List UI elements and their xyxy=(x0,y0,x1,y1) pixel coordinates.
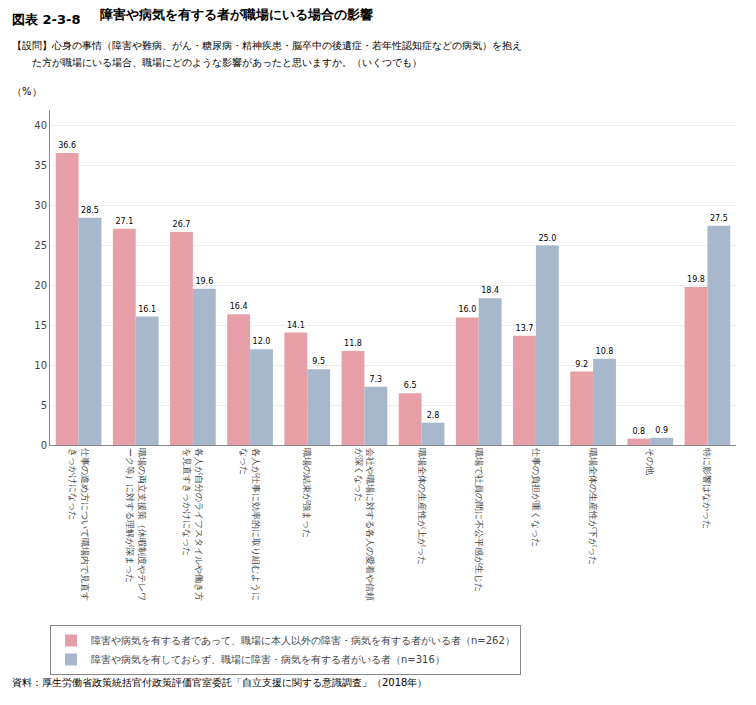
svg-text:26.7: 26.7 xyxy=(173,220,191,229)
svg-text:資料：厚生労働省政策統括官付政策評価官室委託「自立支援に関す: 資料：厚生労働省政策統括官付政策評価官室委託「自立支援に関する意識調査」（201… xyxy=(12,677,427,688)
svg-text:障害や病気を有する者が職場にいる場合の影響: 障害や病気を有する者が職場にいる場合の影響 xyxy=(100,7,373,22)
svg-text:27.1: 27.1 xyxy=(115,217,133,226)
svg-text:障害や病気を有する者であって、職場に本人以外の障害・病気を有: 障害や病気を有する者であって、職場に本人以外の障害・病気を有する者がいる者（n=… xyxy=(91,635,515,646)
svg-text:仕事の進め方について職場内で見直すきっかけになった: 仕事の進め方について職場内で見直すきっかけになった xyxy=(68,448,90,601)
svg-text:た方が職場にいる場合、職場にどのような影響があったと思います: た方が職場にいる場合、職場にどのような影響があったと思いますか。（いくつでも） xyxy=(12,57,422,68)
svg-text:職場全体の生産性が下がった: 職場全体の生産性が下がった xyxy=(588,448,598,565)
svg-text:36.6: 36.6 xyxy=(58,141,76,150)
svg-text:その他: その他 xyxy=(645,448,655,475)
svg-text:会社や職場に対する各人の愛着や信頼が深くなった: 会社や職場に対する各人の愛着や信頼が深くなった xyxy=(354,448,376,601)
svg-text:職場の結束が強まった: 職場の結束が強まった xyxy=(302,448,312,538)
svg-text:10: 10 xyxy=(34,360,47,371)
svg-text:28.5: 28.5 xyxy=(81,206,99,215)
svg-text:（%）: （%） xyxy=(12,86,42,97)
svg-text:13.7: 13.7 xyxy=(516,324,534,333)
svg-text:各人が自分のライフスタイルや働き方を見直すきっかけになった: 各人が自分のライフスタイルや働き方を見直すきっかけになった xyxy=(182,448,204,601)
svg-text:11.8: 11.8 xyxy=(344,339,362,348)
svg-text:図表 2-3-8: 図表 2-3-8 xyxy=(12,12,80,27)
svg-text:0.8: 0.8 xyxy=(632,427,645,436)
svg-text:16.0: 16.0 xyxy=(458,305,476,314)
svg-text:27.5: 27.5 xyxy=(710,214,728,223)
svg-text:12.0: 12.0 xyxy=(253,337,271,346)
svg-text:25.0: 25.0 xyxy=(538,234,556,243)
svg-text:5: 5 xyxy=(41,400,47,411)
svg-text:20: 20 xyxy=(34,280,47,291)
svg-text:35: 35 xyxy=(34,160,47,171)
svg-text:0: 0 xyxy=(41,440,47,451)
svg-text:9.5: 9.5 xyxy=(312,357,325,366)
svg-text:2.8: 2.8 xyxy=(427,411,440,420)
svg-text:職場の両立支援策（休暇制度やテレワーク等）に対する理解が深ま: 職場の両立支援策（休暇制度やテレワーク等）に対する理解が深まった xyxy=(125,448,147,601)
svg-text:【設問】心身の事情（障害や難病、がん・糖尿病・精神疾患・脳卒: 【設問】心身の事情（障害や難病、がん・糖尿病・精神疾患・脳卒中の後遺症・若年性認… xyxy=(12,40,522,51)
svg-text:18.4: 18.4 xyxy=(481,286,499,295)
svg-text:7.3: 7.3 xyxy=(369,375,382,384)
svg-text:19.6: 19.6 xyxy=(195,277,213,286)
svg-text:16.4: 16.4 xyxy=(230,302,248,311)
svg-text:仕事の負担が重くなった: 仕事の負担が重くなった xyxy=(531,448,541,547)
svg-text:14.1: 14.1 xyxy=(287,321,305,330)
svg-text:16.1: 16.1 xyxy=(138,305,156,314)
svg-text:0.9: 0.9 xyxy=(655,426,668,435)
svg-text:9.2: 9.2 xyxy=(575,360,588,369)
svg-text:特に影響はなかった: 特に影響はなかった xyxy=(702,448,712,529)
svg-text:19.8: 19.8 xyxy=(687,275,705,284)
svg-text:10.8: 10.8 xyxy=(596,347,614,356)
svg-text:職場で社員の間に不公平感が生じた: 職場で社員の間に不公平感が生じた xyxy=(474,448,484,592)
svg-text:障害や病気を有しておらず、職場に障害・病気を有する者がいる者: 障害や病気を有しておらず、職場に障害・病気を有する者がいる者（n=316） xyxy=(91,654,445,666)
svg-text:25: 25 xyxy=(34,240,47,251)
svg-text:40: 40 xyxy=(34,120,47,131)
svg-text:30: 30 xyxy=(34,200,47,211)
svg-text:職場全体の生産性が上がった: 職場全体の生産性が上がった xyxy=(417,448,427,565)
svg-text:6.5: 6.5 xyxy=(404,381,417,390)
svg-text:15: 15 xyxy=(34,320,47,331)
svg-text:各人が仕事に効率的に取り組むようになった: 各人が仕事に効率的に取り組むようになった xyxy=(239,448,261,601)
